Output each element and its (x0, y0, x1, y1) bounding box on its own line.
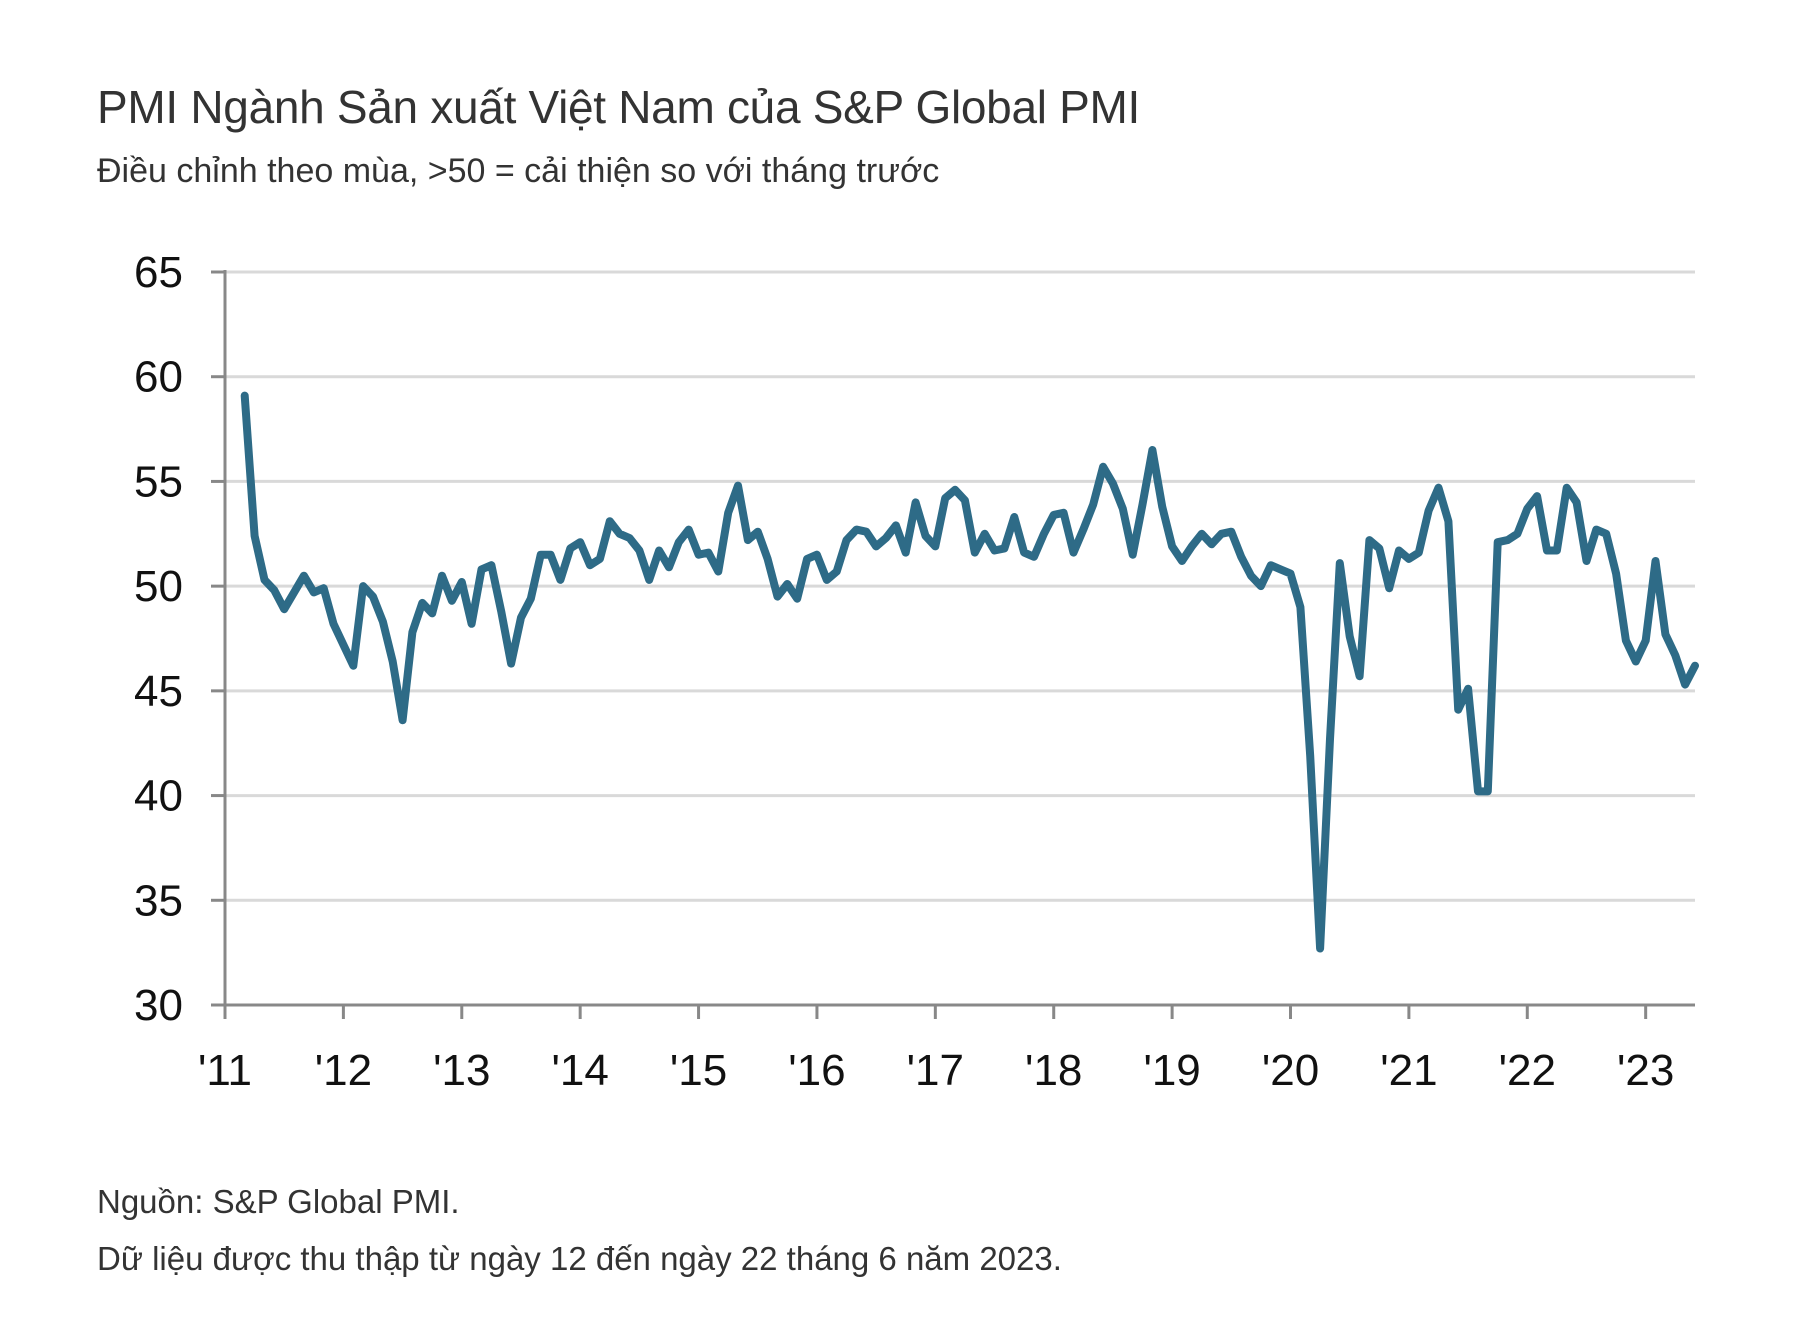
x-tick-label: '20 (1262, 1046, 1319, 1095)
x-tick-label: '21 (1380, 1046, 1437, 1095)
x-tick-label: '19 (1143, 1046, 1200, 1095)
x-tick-label: '18 (1025, 1046, 1082, 1095)
y-tick-label: 40 (134, 772, 183, 821)
x-tick-label: '11 (198, 1046, 252, 1095)
collection-note: Dữ liệu được thu thập từ ngày 12 đến ngà… (97, 1240, 1062, 1277)
chart-subtitle: Điều chỉnh theo mùa, >50 = cải thiện so … (97, 152, 940, 190)
pmi-series-line (240, 391, 1699, 953)
y-tick-label: 65 (134, 248, 183, 297)
x-tick-label: '17 (907, 1046, 964, 1095)
x-tick-label: '16 (788, 1046, 845, 1095)
x-tick-label: '22 (1499, 1046, 1556, 1095)
y-tick-label: 50 (134, 562, 183, 611)
x-tick-label: '13 (433, 1046, 490, 1095)
y-tick-label: 35 (134, 876, 183, 925)
x-tick-label: '14 (551, 1046, 608, 1095)
source-note: Nguồn: S&P Global PMI. (97, 1183, 460, 1220)
y-tick-label: 60 (134, 353, 183, 402)
x-tick-label: '23 (1617, 1046, 1674, 1095)
y-tick-label: 30 (134, 981, 183, 1030)
x-tick-label: '15 (670, 1046, 727, 1095)
y-tick-label: 45 (134, 667, 183, 716)
chart-title: PMI Ngành Sản xuất Việt Nam của S&P Glob… (97, 81, 1141, 133)
x-tick-label: '12 (315, 1046, 372, 1095)
y-tick-label: 55 (134, 457, 183, 506)
